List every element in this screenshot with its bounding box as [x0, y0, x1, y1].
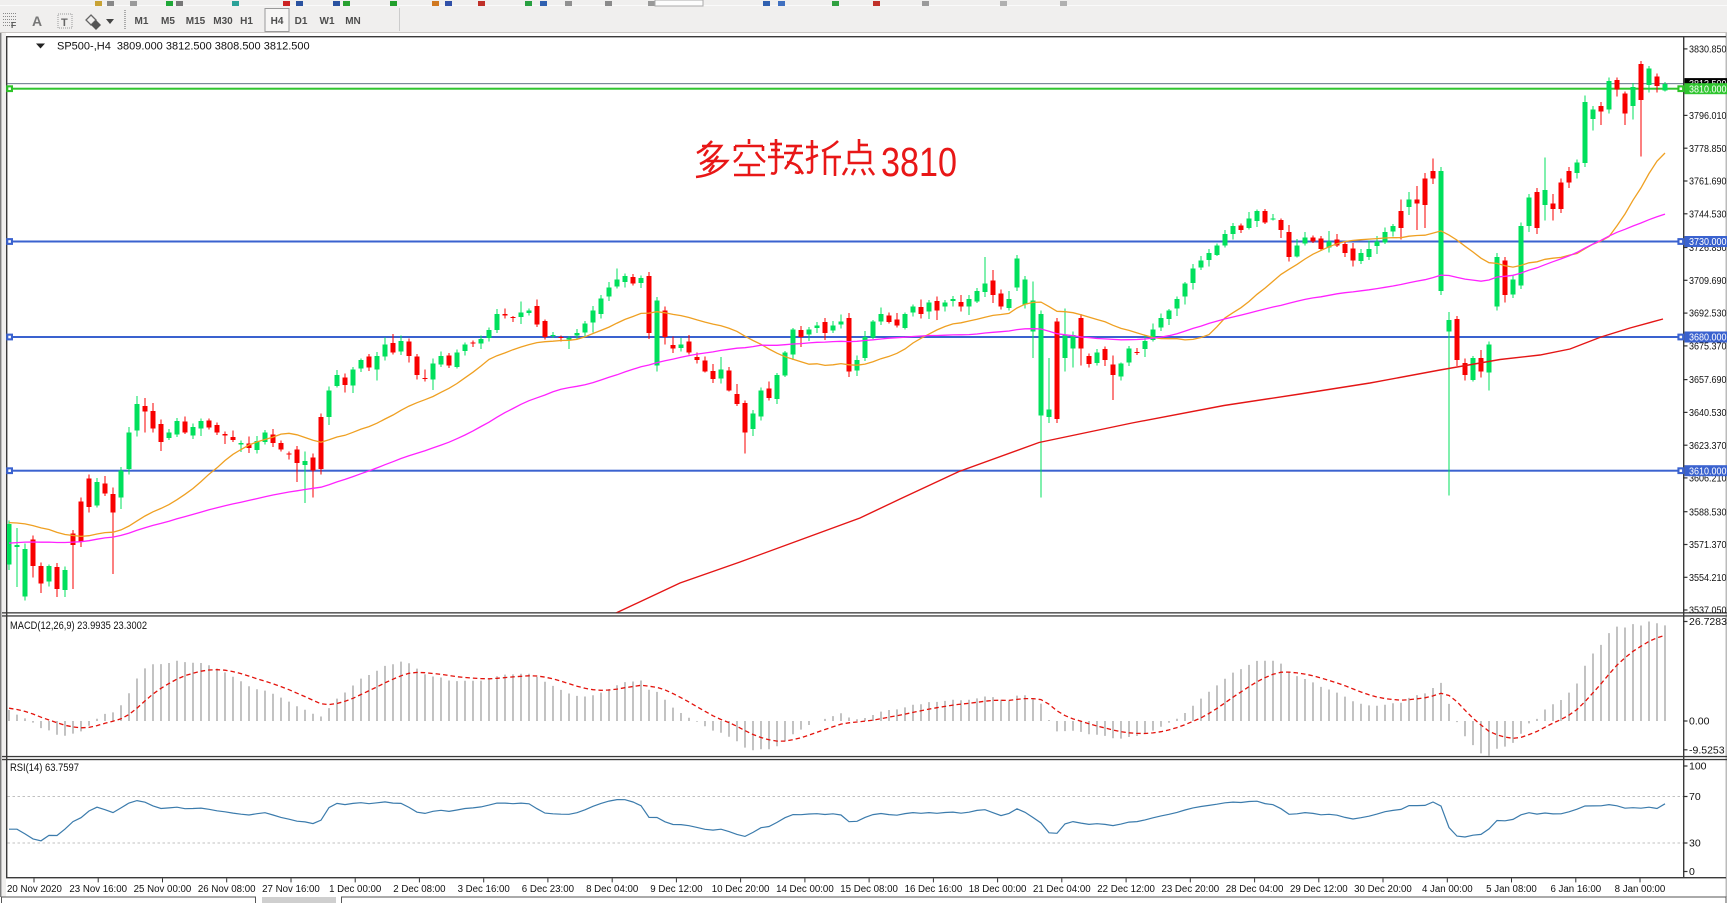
- svg-text:T: T: [61, 17, 68, 29]
- svg-text:30: 30: [1689, 838, 1701, 850]
- svg-text:5 Jan 08:00: 5 Jan 08:00: [1486, 884, 1537, 895]
- svg-text:10 Dec 20:00: 10 Dec 20:00: [712, 884, 770, 895]
- svg-text:3810: 3810: [881, 139, 957, 185]
- svg-text:3778.850: 3778.850: [1689, 143, 1727, 155]
- svg-text:1 Dec 00:00: 1 Dec 00:00: [329, 884, 382, 895]
- svg-text:3588.530: 3588.530: [1689, 506, 1727, 518]
- svg-text:W1: W1: [320, 16, 335, 27]
- svg-text:3657.690: 3657.690: [1689, 374, 1727, 386]
- svg-text:25 Nov 00:00: 25 Nov 00:00: [134, 884, 192, 895]
- svg-text:3709.690: 3709.690: [1689, 275, 1727, 287]
- svg-text:3796.010: 3796.010: [1689, 110, 1727, 122]
- svg-text:SP500-,H4 3809.000 3812.500 3: SP500-,H4 3809.000 3812.500 3808.500 381…: [57, 41, 310, 53]
- svg-text:3 Dec 16:00: 3 Dec 16:00: [458, 884, 511, 895]
- svg-text:28 Dec 04:00: 28 Dec 04:00: [1226, 884, 1284, 895]
- svg-text:3744.530: 3744.530: [1689, 208, 1727, 220]
- svg-text:F: F: [11, 21, 16, 30]
- svg-text:20 Nov 2020: 20 Nov 2020: [7, 884, 63, 895]
- svg-text:70: 70: [1689, 791, 1701, 803]
- svg-text:15 Dec 08:00: 15 Dec 08:00: [840, 884, 898, 895]
- svg-text:16 Dec 16:00: 16 Dec 16:00: [905, 884, 963, 895]
- svg-text:2 Dec 08:00: 2 Dec 08:00: [393, 884, 446, 895]
- svg-text:4 Jan 00:00: 4 Jan 00:00: [1422, 884, 1473, 895]
- svg-text:0.00: 0.00: [1689, 716, 1710, 728]
- svg-text:MN: MN: [345, 16, 361, 27]
- svg-text:22 Dec 12:00: 22 Dec 12:00: [1097, 884, 1155, 895]
- svg-text:M5: M5: [161, 16, 175, 27]
- svg-text:6 Jan 16:00: 6 Jan 16:00: [1550, 884, 1601, 895]
- svg-text:D1: D1: [295, 16, 308, 27]
- svg-text:A: A: [32, 13, 42, 29]
- svg-text:M1: M1: [135, 16, 149, 27]
- svg-text:3761.690: 3761.690: [1689, 176, 1727, 188]
- svg-text:-9.5253: -9.5253: [1689, 744, 1725, 756]
- svg-text:29 Dec 12:00: 29 Dec 12:00: [1290, 884, 1348, 895]
- svg-text:27 Nov 16:00: 27 Nov 16:00: [262, 884, 320, 895]
- svg-text:3571.370: 3571.370: [1689, 539, 1727, 551]
- svg-text:8 Jan 00:00: 8 Jan 00:00: [1615, 884, 1666, 895]
- svg-text:23 Dec 20:00: 23 Dec 20:00: [1161, 884, 1219, 895]
- svg-text:3640.530: 3640.530: [1689, 407, 1727, 419]
- svg-text:M30: M30: [213, 16, 233, 27]
- svg-text:23 Nov 16:00: 23 Nov 16:00: [69, 884, 127, 895]
- svg-text:H1: H1: [240, 16, 253, 27]
- svg-text:3680.000: 3680.000: [1689, 332, 1727, 344]
- svg-text:100: 100: [1689, 761, 1707, 773]
- svg-text:30 Dec 20:00: 30 Dec 20:00: [1354, 884, 1412, 895]
- svg-text:21 Dec 04:00: 21 Dec 04:00: [1033, 884, 1091, 895]
- svg-text:RSI(14) 63.7597: RSI(14) 63.7597: [10, 762, 79, 774]
- svg-text:8 Dec 04:00: 8 Dec 04:00: [586, 884, 639, 895]
- svg-text:26.7283: 26.7283: [1689, 616, 1727, 628]
- svg-text:3692.530: 3692.530: [1689, 308, 1727, 320]
- svg-text:3675.370: 3675.370: [1689, 341, 1727, 353]
- svg-text:H4: H4: [271, 16, 284, 27]
- svg-text:3830.850: 3830.850: [1689, 44, 1727, 56]
- svg-text:26 Nov 08:00: 26 Nov 08:00: [198, 884, 256, 895]
- svg-text:3610.000: 3610.000: [1689, 465, 1727, 477]
- svg-text:3554.210: 3554.210: [1689, 572, 1727, 584]
- svg-text:MACD(12,26,9) 23.9935 23.3002: MACD(12,26,9) 23.9935 23.3002: [10, 620, 147, 632]
- svg-text:3730.000: 3730.000: [1689, 236, 1727, 248]
- svg-text:6 Dec 23:00: 6 Dec 23:00: [522, 884, 575, 895]
- svg-text:14 Dec 00:00: 14 Dec 00:00: [776, 884, 834, 895]
- svg-text:9 Dec 12:00: 9 Dec 12:00: [650, 884, 703, 895]
- svg-text:3810.000: 3810.000: [1689, 83, 1727, 95]
- svg-text:18 Dec 00:00: 18 Dec 00:00: [969, 884, 1027, 895]
- svg-text:3537.050: 3537.050: [1689, 605, 1727, 617]
- svg-text:3623.370: 3623.370: [1689, 440, 1727, 452]
- svg-text:0: 0: [1689, 866, 1695, 878]
- svg-text:M15: M15: [186, 16, 206, 27]
